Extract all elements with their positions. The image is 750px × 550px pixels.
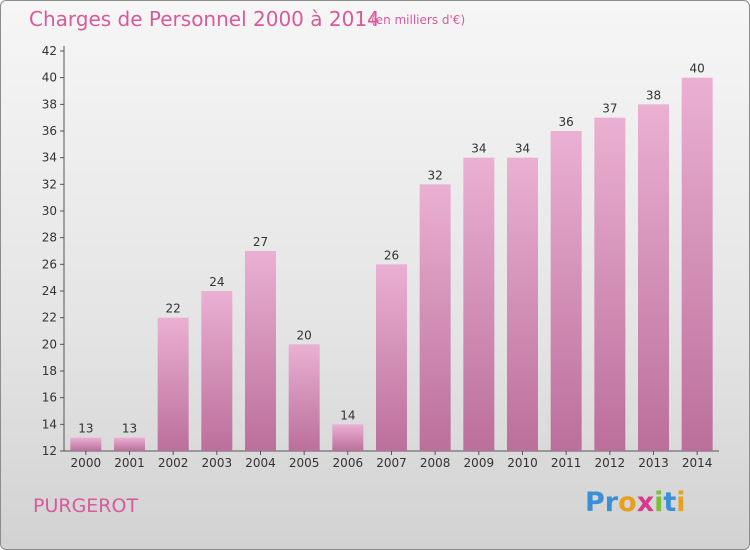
bar-2001 — [114, 437, 145, 451]
x-tick-label: 2012 — [595, 456, 626, 470]
data-label: 14 — [340, 408, 355, 422]
chart-subtitle: (en milliers d'€) — [371, 13, 466, 27]
logo-letter: t — [663, 487, 677, 518]
y-tick-label: 30 — [42, 204, 57, 218]
y-tick-label: 42 — [42, 44, 57, 58]
x-tick-label: 2007 — [376, 456, 407, 470]
y-tick-label: 40 — [42, 71, 57, 85]
bar-2014 — [681, 77, 713, 452]
x-tick-label: 2008 — [420, 456, 451, 470]
logo-letter: i — [676, 487, 686, 518]
y-tick-label: 18 — [42, 364, 57, 378]
bar-2007 — [376, 264, 407, 451]
chart-title: Charges de Personnel 2000 à 2014 — [29, 7, 380, 31]
data-label: 37 — [602, 102, 617, 116]
bar-2008 — [419, 184, 451, 452]
bar-2012 — [594, 117, 626, 452]
x-tick-label: 2013 — [638, 456, 669, 470]
y-tick-label: 14 — [42, 417, 57, 431]
x-tick-label: 2006 — [333, 456, 364, 470]
axes: 12 14 16 18 20 22 24 26 28 30 32 34 36 38 40 42 2000 2001… — [42, 44, 719, 470]
data-label: 26 — [384, 248, 399, 262]
y-tick-label: 36 — [42, 124, 57, 138]
bar-2005 — [288, 344, 320, 451]
bar-2009 — [463, 157, 495, 451]
proxiti-logo: Proxiti — [585, 487, 686, 518]
data-label: 34 — [471, 142, 486, 156]
logo-letter: r — [604, 487, 619, 518]
y-tick-label: 12 — [42, 444, 57, 458]
x-tick-label: 2004 — [245, 456, 276, 470]
bars — [70, 77, 713, 452]
y-tick-label: 20 — [42, 337, 57, 351]
y-tick-label: 34 — [42, 151, 57, 165]
data-label: 24 — [209, 275, 224, 289]
data-labels: 13 13 22 24 27 20 14 26 32 34 34 36 37 38 40 — [78, 62, 705, 436]
logo-letter: P — [585, 487, 605, 518]
bar-2003 — [201, 291, 233, 451]
x-tick-label: 2009 — [464, 456, 495, 470]
data-label: 13 — [122, 422, 137, 436]
bar-2004 — [245, 251, 276, 451]
y-tick-label: 26 — [42, 257, 57, 271]
y-tick-label: 24 — [42, 284, 57, 298]
x-tick-label: 2003 — [202, 456, 233, 470]
data-label: 36 — [559, 115, 574, 129]
logo-letter: i — [654, 487, 664, 518]
location-label: PURGEROT — [33, 495, 139, 517]
bar-2000 — [70, 437, 102, 451]
bar-2006 — [332, 424, 364, 451]
x-tick-label: 2010 — [507, 456, 538, 470]
data-label: 20 — [297, 328, 312, 342]
bar-2002 — [157, 317, 189, 451]
logo-letter: o — [618, 487, 637, 518]
x-tick-label: 2014 — [682, 456, 713, 470]
x-tick-label: 2000 — [71, 456, 102, 470]
data-label: 32 — [428, 168, 443, 182]
x-tick-label: 2011 — [551, 456, 582, 470]
bar-2011 — [550, 131, 582, 451]
x-tick-label: 2002 — [158, 456, 189, 470]
data-label: 22 — [166, 302, 181, 316]
x-tick-label: 2005 — [289, 456, 320, 470]
y-tick-label: 32 — [42, 177, 57, 191]
bar-2010 — [507, 157, 538, 451]
y-tick-label: 16 — [42, 391, 57, 405]
bar-2013 — [638, 104, 669, 451]
data-label: 40 — [690, 62, 705, 76]
y-tick-label: 28 — [42, 231, 57, 245]
data-label: 27 — [253, 235, 268, 249]
logo-letter: x — [636, 487, 655, 518]
y-tick-label: 38 — [42, 97, 57, 111]
data-label: 13 — [78, 422, 93, 436]
y-tick-label: 22 — [42, 311, 57, 325]
x-tick-label: 2001 — [114, 456, 145, 470]
data-label: 34 — [515, 142, 530, 156]
data-label: 38 — [646, 88, 661, 102]
